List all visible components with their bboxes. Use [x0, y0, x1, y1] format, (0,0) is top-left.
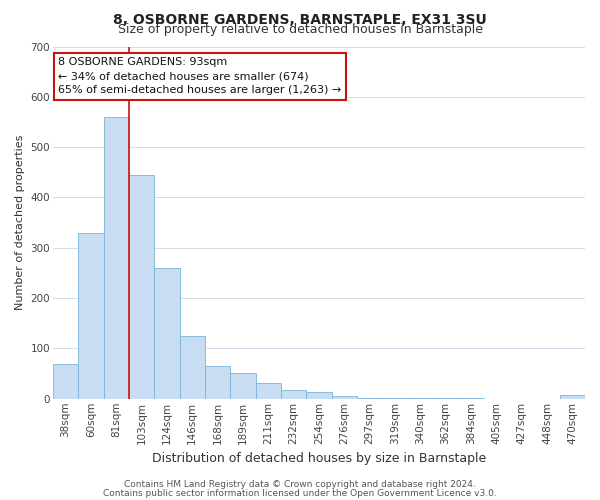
Bar	[78, 232, 104, 399]
Bar	[332, 396, 357, 399]
Bar	[154, 268, 179, 399]
Text: Contains public sector information licensed under the Open Government Licence v3: Contains public sector information licen…	[103, 488, 497, 498]
Bar	[256, 382, 281, 399]
Bar	[281, 390, 307, 399]
Bar	[458, 398, 484, 399]
Text: 8, OSBORNE GARDENS, BARNSTAPLE, EX31 3SU: 8, OSBORNE GARDENS, BARNSTAPLE, EX31 3SU	[113, 12, 487, 26]
Bar	[230, 372, 256, 399]
Bar	[179, 336, 205, 399]
Bar	[53, 364, 78, 399]
Y-axis label: Number of detached properties: Number of detached properties	[15, 135, 25, 310]
Bar	[129, 175, 154, 399]
Bar	[433, 398, 458, 399]
Bar	[407, 398, 433, 399]
Text: 8 OSBORNE GARDENS: 93sqm
← 34% of detached houses are smaller (674)
65% of semi-: 8 OSBORNE GARDENS: 93sqm ← 34% of detach…	[58, 57, 341, 95]
Bar	[560, 395, 585, 399]
Bar	[382, 398, 407, 399]
Bar	[357, 398, 382, 399]
Text: Size of property relative to detached houses in Barnstaple: Size of property relative to detached ho…	[118, 24, 482, 36]
X-axis label: Distribution of detached houses by size in Barnstaple: Distribution of detached houses by size …	[152, 452, 486, 465]
Bar	[104, 117, 129, 399]
Bar	[205, 366, 230, 399]
Bar	[307, 392, 332, 399]
Text: Contains HM Land Registry data © Crown copyright and database right 2024.: Contains HM Land Registry data © Crown c…	[124, 480, 476, 489]
